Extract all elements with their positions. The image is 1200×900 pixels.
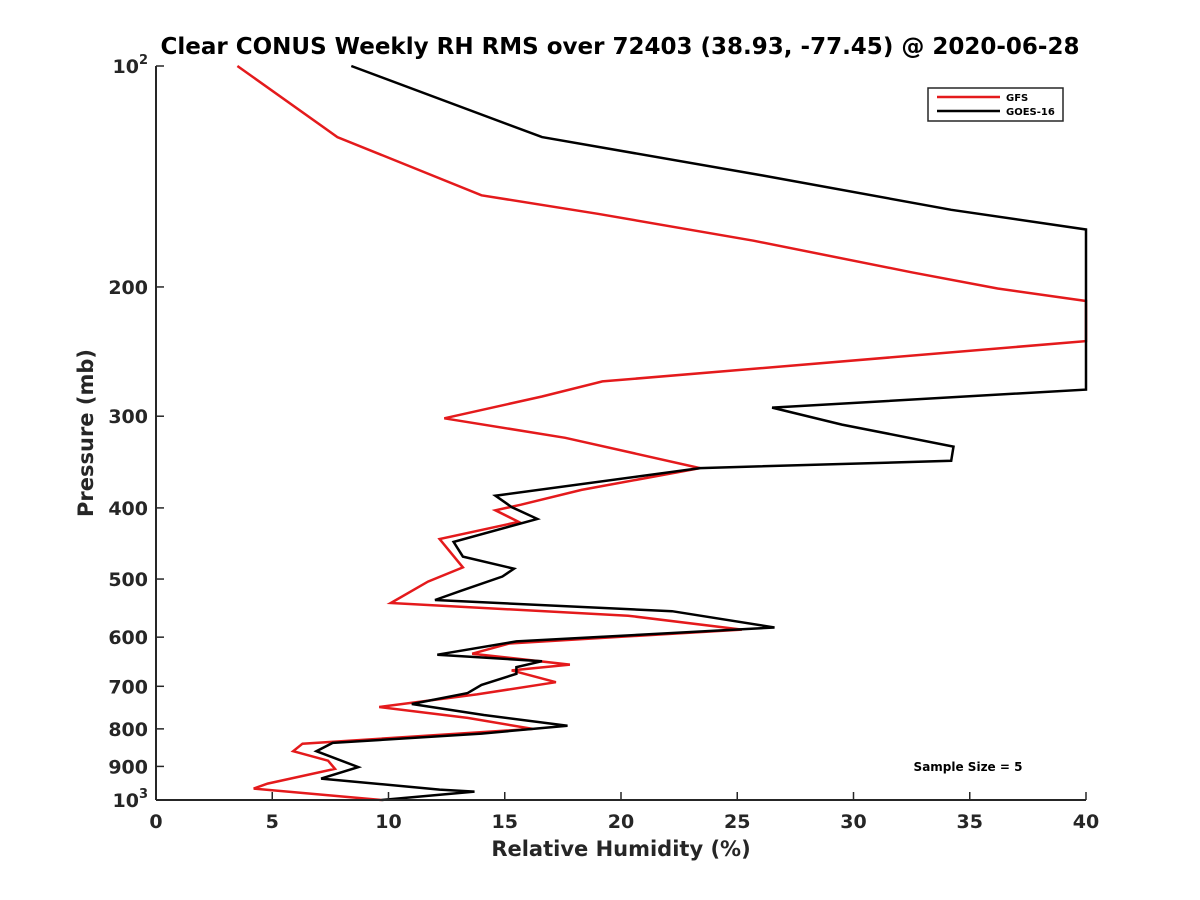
y-tick-label: 600	[108, 627, 148, 649]
x-axis-label: Relative Humidity (%)	[491, 837, 750, 861]
x-tick-label: 40	[1073, 811, 1099, 833]
x-tick-label: 20	[608, 811, 634, 833]
series-layer	[236, 64, 1088, 802]
ticks-layer: 0 5 10 15 20 25 30 35 40 102 200 300 400 500 600 700 800…	[108, 53, 1099, 833]
series-line-gfs	[236, 64, 1088, 802]
legend-entry: GFS	[1006, 93, 1028, 104]
x-tick-label: 0	[149, 811, 162, 833]
y-tick-label: 700	[108, 676, 148, 698]
y-tick-label: 300	[108, 406, 148, 428]
y-tick-label: 102	[113, 53, 149, 78]
y-tick-label: 500	[108, 569, 148, 591]
x-tick-label: 15	[492, 811, 518, 833]
y-tick-label: 900	[108, 756, 148, 778]
x-tick-label: 25	[724, 811, 750, 833]
legend-entry: GOES-16	[1006, 107, 1055, 118]
series-line-goes-16	[313, 64, 1088, 802]
chart-title: Clear CONUS Weekly RH RMS over 72403 (38…	[161, 34, 1080, 60]
y-tick-label: 800	[108, 719, 148, 741]
y-axis-label: Pressure (mb)	[74, 349, 98, 517]
y-tick-label: 103	[113, 787, 149, 812]
legend-box	[927, 87, 1064, 122]
legend: GFS GOES-16	[927, 87, 1064, 122]
x-tick-label: 30	[840, 811, 866, 833]
y-tick-label: 400	[108, 498, 148, 520]
x-tick-label: 10	[375, 811, 401, 833]
x-tick-label: 5	[266, 811, 279, 833]
y-tick-label: 200	[108, 277, 148, 299]
x-tick-label: 35	[957, 811, 983, 833]
sample-size-annotation: Sample Size = 5	[914, 760, 1023, 774]
